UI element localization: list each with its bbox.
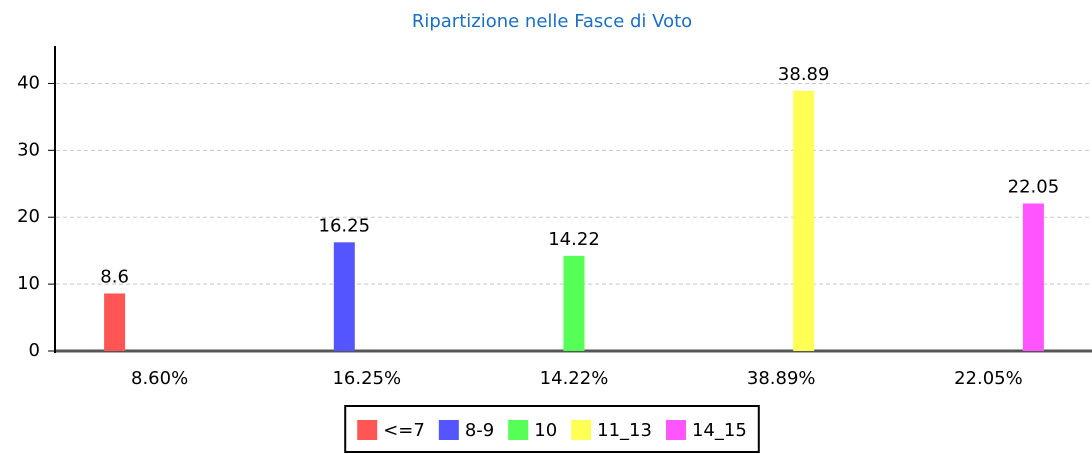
y-tick-label: 10: [17, 273, 40, 294]
legend-label: 14_15: [692, 420, 747, 441]
x-tick-label: 14.22%: [540, 368, 609, 389]
legend-label: 10: [534, 420, 557, 441]
legend-label: 8-9: [465, 420, 494, 441]
x-tick-label: 8.60%: [131, 368, 188, 389]
bar: [104, 293, 126, 351]
legend-swatch: [357, 420, 378, 440]
legend-swatch: [571, 420, 592, 440]
legend-label: 11_13: [597, 420, 652, 441]
y-tick-label: 0: [29, 340, 40, 361]
bar: [1022, 203, 1044, 351]
legend-swatch: [508, 420, 529, 440]
chart-title: Ripartizione nelle Fasce di Voto: [412, 11, 692, 32]
bar: [333, 242, 355, 351]
y-tick-label: 20: [17, 206, 40, 227]
data-label: 14.22: [548, 229, 600, 250]
data-label: 22.05: [1008, 177, 1060, 198]
data-label: 16.25: [319, 215, 371, 236]
bar: [793, 90, 815, 351]
x-tick-label: 22.05%: [954, 368, 1023, 389]
legend: <=7 8-9 10 11_13 14_15: [344, 405, 760, 453]
x-tick-label: 16.25%: [332, 368, 401, 389]
data-label: 38.89: [778, 64, 830, 85]
legend-swatch: [438, 420, 459, 440]
bar: [563, 255, 585, 351]
legend-box: [344, 405, 760, 453]
legend-swatch: [665, 420, 686, 440]
legend-label: <=7: [383, 420, 425, 441]
y-tick-label: 40: [17, 72, 40, 93]
data-label: 8.6: [100, 266, 129, 287]
y-tick-label: 30: [17, 139, 40, 160]
x-tick-label: 38.89%: [747, 368, 816, 389]
